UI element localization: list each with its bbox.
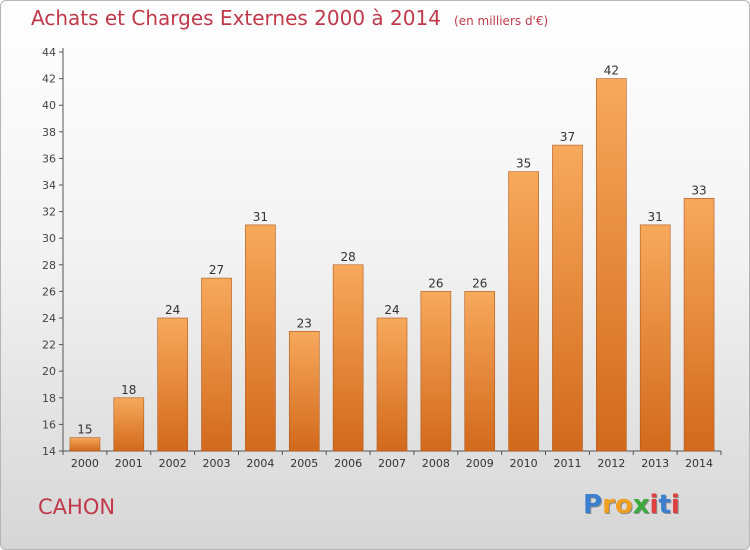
- bar-value-label: 24: [165, 303, 180, 317]
- x-tick-label: 2005: [290, 457, 318, 470]
- y-tick-label: 26: [42, 285, 56, 298]
- bar: [288, 330, 320, 452]
- bar-value-label: 33: [691, 183, 706, 197]
- x-tick-label: 2003: [203, 457, 231, 470]
- logo-letter: i: [670, 490, 680, 520]
- bar: [639, 224, 671, 452]
- y-tick-label: 16: [42, 418, 56, 431]
- logo-letter: r: [602, 490, 615, 520]
- logo-letter: o: [614, 490, 633, 520]
- x-tick-label: 2013: [641, 457, 669, 470]
- logo-letter: P: [583, 490, 603, 520]
- logo-letter: t: [658, 490, 671, 520]
- bar-value-label: 26: [428, 276, 443, 290]
- x-tick-label: 2004: [246, 457, 274, 470]
- x-tick-label: 2012: [597, 457, 625, 470]
- bar-value-label: 35: [516, 157, 531, 171]
- y-tick-label: 42: [42, 73, 56, 86]
- x-tick-label: 2002: [159, 457, 187, 470]
- bar-value-label: 31: [648, 210, 663, 224]
- bar: [420, 291, 452, 452]
- bar: [113, 397, 145, 452]
- bar: [201, 277, 232, 452]
- bar-value-label: 18: [121, 383, 136, 397]
- y-tick-label: 34: [42, 179, 56, 192]
- bar-value-label: 31: [253, 210, 268, 224]
- y-tick-label: 36: [42, 152, 56, 165]
- y-tick-label: 44: [42, 46, 56, 59]
- y-tick-label: 22: [42, 339, 56, 352]
- commune-name: CAHON: [38, 495, 116, 519]
- bar-value-label: 24: [384, 303, 399, 317]
- y-tick-label: 24: [42, 312, 56, 325]
- y-tick-label: 20: [42, 365, 56, 378]
- bar-value-label: 28: [340, 250, 355, 264]
- chart-axes: 14 16 18 20 22 24 26 28 30 32 34 36 38 40 42 44: [42, 46, 722, 458]
- bar: [245, 224, 276, 452]
- bar-value-label: 27: [209, 263, 224, 277]
- logo-letter: i: [649, 490, 659, 520]
- y-tick-label: 14: [42, 445, 56, 458]
- bar: [464, 291, 496, 452]
- logo-letter: x: [632, 490, 650, 520]
- y-tick-label: 18: [42, 392, 56, 405]
- bar-value-label: 42: [604, 64, 619, 78]
- y-tick-label: 40: [42, 99, 56, 112]
- x-tick-label: 2000: [71, 457, 99, 470]
- y-tick-label: 28: [42, 259, 56, 272]
- x-tick-label: 2007: [378, 457, 406, 470]
- x-tick-label: 2009: [466, 457, 494, 470]
- bar-value-label: 37: [560, 130, 575, 144]
- chart-title: Achats et Charges Externes 2000 à 2014: [31, 6, 441, 30]
- labels-group: 15 2000 18 2001 24 2002 27 2003 31 2004 23 2005 28 20…: [71, 64, 713, 470]
- unit-label: (en milliers d'€): [454, 14, 549, 28]
- bar: [552, 144, 583, 452]
- bar: [508, 171, 539, 452]
- bar: [683, 198, 715, 452]
- bar: [69, 437, 101, 452]
- y-tick-label: 38: [42, 126, 56, 139]
- x-tick-label: 2008: [422, 457, 450, 470]
- title-row: Achats et Charges Externes 2000 à 2014 (…: [31, 6, 548, 30]
- x-tick-label: 2001: [115, 457, 143, 470]
- y-tick-label: 30: [42, 232, 56, 245]
- x-tick-label: 2011: [553, 457, 581, 470]
- bar-value-label: 26: [472, 276, 487, 290]
- bar: [157, 317, 188, 452]
- bar: [596, 78, 627, 452]
- bar: [332, 264, 364, 452]
- y-tick-label: 32: [42, 206, 56, 219]
- x-tick-label: 2006: [334, 457, 362, 470]
- bar-value-label: 15: [77, 423, 92, 437]
- x-tick-label: 2014: [685, 457, 713, 470]
- bars-group: [69, 78, 715, 452]
- proxiti-logo[interactable]: Proxiti: [583, 490, 680, 520]
- x-tick-label: 2010: [510, 457, 538, 470]
- bar: [376, 317, 408, 452]
- bar-value-label: 23: [297, 316, 312, 330]
